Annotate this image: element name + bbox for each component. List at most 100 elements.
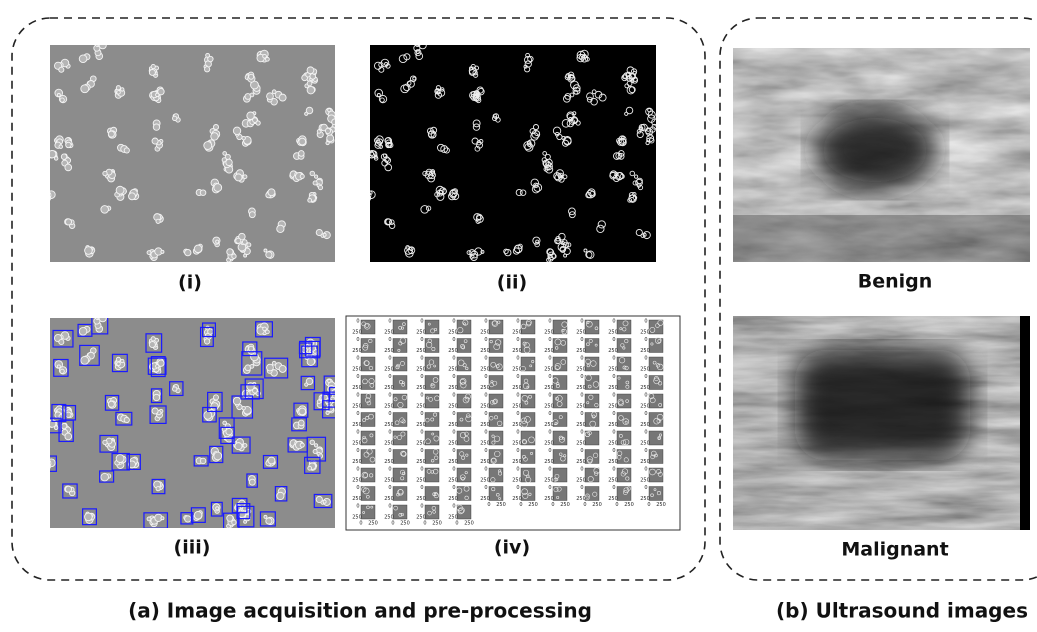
tick-label: 250 [640, 367, 650, 373]
cell [235, 443, 242, 450]
tick-label: 0 [356, 411, 359, 417]
tick-label: 250 [352, 385, 362, 391]
cell [101, 206, 109, 214]
cell [266, 252, 272, 258]
cell [46, 193, 49, 196]
tick-label: 250 [512, 459, 522, 465]
tick-label: 250 [640, 404, 650, 410]
cell [226, 159, 232, 165]
cell [116, 357, 120, 361]
cell [66, 142, 71, 147]
cell [60, 98, 64, 102]
tick-label: 0 [487, 502, 490, 508]
detection-map [41, 310, 350, 531]
tick-label: 250 [384, 404, 394, 410]
tick-label: 0 [356, 393, 359, 399]
tick-label: 250 [480, 441, 490, 447]
tick-label: 250 [416, 478, 426, 484]
tick-label: 0 [452, 430, 455, 436]
tick-label: 0 [551, 502, 554, 508]
cell [279, 365, 286, 372]
tick-label: 250 [352, 348, 362, 354]
tick-label: 250 [640, 385, 650, 391]
crop-thumbnail [553, 450, 567, 464]
tick-label: 250 [512, 330, 522, 336]
tick-label: 0 [644, 393, 647, 399]
cell [318, 185, 322, 189]
tick-label: 250 [640, 441, 650, 447]
crop-thumbnail [617, 450, 631, 464]
cell [327, 405, 334, 412]
crop-thumbnail [457, 413, 471, 427]
tick-label: 250 [352, 422, 362, 428]
tick-label: 0 [644, 374, 647, 380]
tick-label: 0 [388, 485, 391, 491]
tick-label: 250 [352, 404, 362, 410]
crop-thumbnail [649, 431, 663, 445]
tick-label: 250 [640, 330, 650, 336]
crop-thumbnail [393, 357, 407, 371]
cell [43, 460, 51, 468]
cell [85, 247, 93, 255]
tick-label: 0 [452, 467, 455, 473]
crop-thumbnail [393, 320, 407, 334]
tick-label: 250 [528, 502, 538, 508]
cell [336, 395, 339, 398]
tick-label: 250 [512, 348, 522, 354]
cell [268, 457, 275, 464]
cell [344, 122, 347, 125]
tick-label: 0 [644, 356, 647, 362]
crop-thumbnail [457, 320, 471, 334]
tick-label: 250 [384, 441, 394, 447]
tick-label: 0 [548, 485, 551, 491]
cell [235, 174, 242, 181]
cell [298, 420, 304, 426]
tick-label: 0 [420, 485, 423, 491]
cell [249, 74, 254, 79]
tick-label: 250 [544, 348, 554, 354]
crop-thumbnail [489, 320, 503, 334]
cell [338, 119, 345, 126]
crop-thumbnail [649, 450, 663, 464]
figure: 0250025002500250025002500250025002500250… [0, 0, 1037, 632]
tick-label: 0 [612, 319, 615, 325]
cell [214, 452, 222, 460]
cell [204, 67, 209, 72]
cell [57, 94, 60, 97]
cell [268, 189, 275, 196]
tick-label: 0 [356, 337, 359, 343]
tick-label: 0 [548, 319, 551, 325]
tick-label: 0 [356, 430, 359, 436]
tick-label: 0 [356, 467, 359, 473]
cell [59, 145, 63, 149]
cell [46, 461, 49, 464]
cell [300, 174, 304, 178]
cell [325, 128, 330, 133]
tick-label: 250 [480, 330, 490, 336]
cell [149, 342, 155, 348]
caption: (a) Image acquisition and pre-processing [128, 599, 592, 623]
cell [108, 131, 114, 137]
tick-label: 0 [452, 319, 455, 325]
tick-label: 250 [512, 441, 522, 447]
edge-map [363, 39, 667, 262]
cell [43, 462, 49, 468]
tick-label: 0 [612, 337, 615, 343]
tick-label: 250 [608, 422, 618, 428]
cell-edge [658, 122, 665, 129]
cell [124, 148, 129, 153]
tick-label: 250 [496, 502, 506, 508]
tick-label: 250 [544, 478, 554, 484]
tick-label: 0 [420, 319, 423, 325]
cell [66, 412, 71, 417]
tick-label: 250 [640, 422, 650, 428]
cell [277, 225, 284, 232]
cell [81, 85, 89, 93]
cell [79, 55, 87, 63]
tick-label: 250 [384, 348, 394, 354]
tick-label: 0 [388, 430, 391, 436]
cell [204, 411, 212, 419]
tick-label: 0 [452, 504, 455, 510]
tick-label: 0 [612, 448, 615, 454]
cell [242, 240, 247, 245]
